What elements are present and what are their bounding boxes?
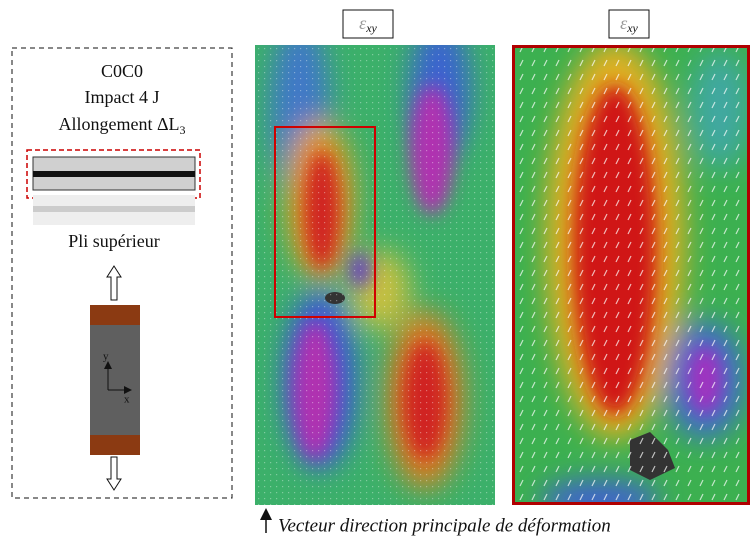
label-box xyxy=(608,9,650,39)
axis-y-label: y xyxy=(103,351,109,363)
map-label: εxy xyxy=(359,13,377,35)
label-symbol: ε xyxy=(620,13,628,33)
map-label: εxy xyxy=(620,13,638,35)
label-box xyxy=(342,9,394,39)
ply-label: Pli supérieur xyxy=(68,231,160,251)
panel-border xyxy=(11,47,233,499)
elongation: Allongement ΔL3 xyxy=(58,114,185,137)
material: C0C0 xyxy=(101,61,143,81)
elongation-text: Allongement ΔL xyxy=(58,114,179,134)
specimen xyxy=(90,305,140,455)
label-subscript: xy xyxy=(626,21,638,35)
strain-map-zoom xyxy=(512,45,750,505)
label-symbol: ε xyxy=(359,13,367,33)
axis-x-label: x xyxy=(124,394,130,406)
zoom-box xyxy=(274,126,376,318)
tab-top xyxy=(90,305,140,325)
ply-lower-core xyxy=(33,206,195,212)
elongation-subscript: 3 xyxy=(180,123,186,137)
arrow-up xyxy=(106,265,122,301)
impact: Impact 4 J xyxy=(85,87,160,107)
zoom-border xyxy=(512,45,750,505)
caption: Vecteur direction principale de déformat… xyxy=(278,515,611,536)
label-subscript: xy xyxy=(365,21,377,35)
tab-bottom xyxy=(90,435,140,455)
arrow-down xyxy=(106,456,122,491)
ply-core xyxy=(33,171,195,177)
